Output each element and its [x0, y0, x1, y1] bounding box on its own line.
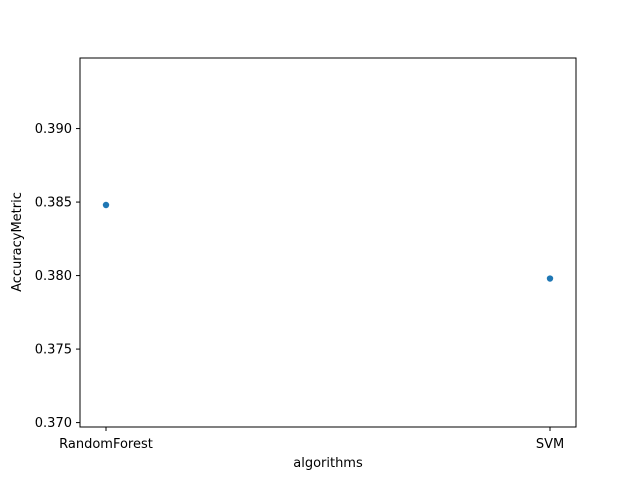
y-ticks: 0.370 0.375 0.380 0.385 0.390	[35, 122, 80, 431]
y-tick-label: 0.390	[35, 122, 72, 137]
data-point-svm	[546, 275, 554, 282]
x-axis-label: algorithms	[293, 456, 363, 471]
data-point-randomforest	[102, 201, 110, 209]
y-tick-label: 0.370	[35, 416, 72, 431]
y-tick-label: 0.380	[35, 269, 72, 284]
x-tick-label: SVM	[536, 437, 564, 452]
x-ticks: RandomForest SVM	[59, 427, 564, 452]
y-tick-label: 0.375	[35, 343, 72, 358]
plot-frame	[79, 57, 577, 428]
y-tick-label: 0.385	[35, 196, 72, 211]
y-axis-label: AccuracyMetric	[10, 192, 25, 292]
x-tick-label: RandomForest	[59, 437, 153, 452]
data-points	[102, 201, 554, 282]
